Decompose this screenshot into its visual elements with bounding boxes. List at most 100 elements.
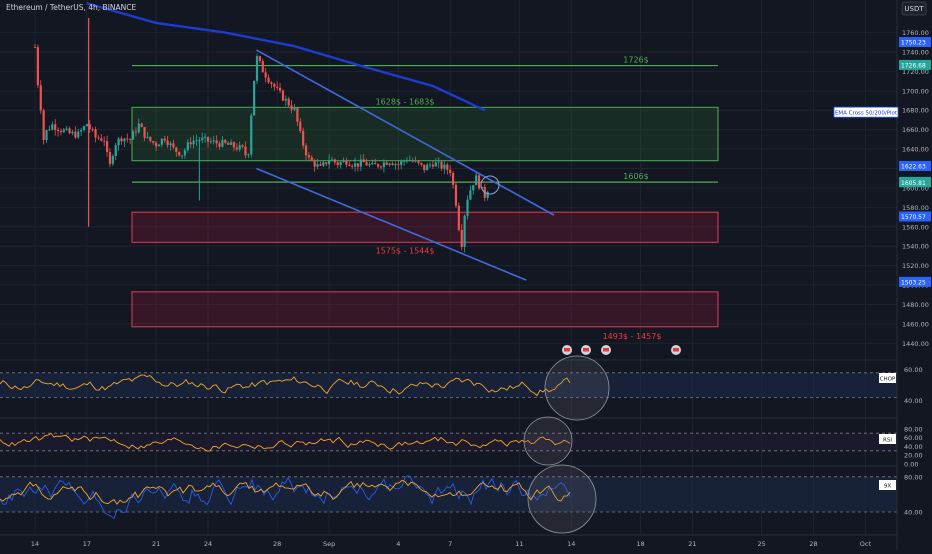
x-tick-label: 17 xyxy=(83,540,91,548)
candle-body xyxy=(454,184,458,206)
candle-body xyxy=(273,83,276,87)
candle-layer xyxy=(33,18,489,253)
candle-body xyxy=(97,137,100,139)
x-tick-label: 28 xyxy=(273,540,281,548)
candle-body xyxy=(140,123,143,128)
zone-label: 1575$ - 1544$ xyxy=(376,246,435,255)
event-badge-flag xyxy=(564,348,570,352)
osc-badge-text: CHOP xyxy=(880,377,896,383)
osc-y-tick: 80.00 xyxy=(904,473,923,481)
osc-y-tick: 60.00 xyxy=(904,434,923,442)
zone-box xyxy=(131,106,719,162)
osc-y-tick: 40.00 xyxy=(904,443,923,451)
osc-badge xyxy=(879,434,896,444)
candle-body xyxy=(175,147,178,152)
y-tick-label: 1460.00 xyxy=(902,320,929,328)
x-tick-label: 11 xyxy=(515,540,523,548)
osc-band xyxy=(0,476,897,512)
y-tick-label: 1680.00 xyxy=(902,107,929,115)
candle-body xyxy=(201,137,204,141)
candle-body xyxy=(408,160,411,162)
candle-body xyxy=(117,138,120,146)
candle-body xyxy=(178,151,181,156)
candle-body xyxy=(85,124,88,127)
candle-body xyxy=(437,161,440,163)
candle-body xyxy=(172,143,175,148)
candle-body xyxy=(209,141,212,143)
price-label-box xyxy=(899,276,931,287)
candle-body xyxy=(388,163,391,165)
currency-label: USDT xyxy=(904,5,924,13)
candle-body xyxy=(82,126,86,131)
candle-body xyxy=(114,145,117,157)
candle-body xyxy=(218,143,221,147)
candle-body xyxy=(477,175,481,189)
candle-body xyxy=(267,77,270,83)
candle-body xyxy=(215,140,218,144)
candle-body xyxy=(45,130,48,141)
x-tick-label: 18 xyxy=(636,540,644,548)
zone-label: 1493$ - 1457$ xyxy=(603,332,662,341)
candle-body xyxy=(316,164,319,167)
osc-highlight-circle xyxy=(527,464,597,534)
level-label: 1726$ xyxy=(623,56,648,65)
y-tick-label: 1580.00 xyxy=(902,204,929,212)
candle-body xyxy=(212,140,215,142)
channel-lower-line xyxy=(256,167,527,281)
candle-body xyxy=(244,146,247,156)
price-label-text: 1726.68 xyxy=(901,62,926,69)
candle-body xyxy=(391,163,394,166)
candle-body xyxy=(255,56,259,81)
currency-button[interactable] xyxy=(901,1,927,16)
candle-body xyxy=(227,142,230,145)
candle-body xyxy=(382,162,385,168)
x-tick-label: 21 xyxy=(152,540,160,548)
zone-box xyxy=(131,211,719,243)
candle-body xyxy=(377,164,380,167)
osc-y-tick: 60.00 xyxy=(904,366,923,374)
candle-body xyxy=(345,160,348,165)
candle-body xyxy=(250,115,253,155)
osc-y-tick: 40.00 xyxy=(904,509,923,517)
price-label-text: 1570.57 xyxy=(901,214,926,221)
indicator-tag xyxy=(833,106,899,118)
price-label-box xyxy=(899,59,931,70)
candle-body xyxy=(134,131,138,133)
candle-body xyxy=(160,138,163,145)
osc-line xyxy=(0,479,571,505)
x-tick-label: 7 xyxy=(448,540,452,548)
candle-body xyxy=(180,155,184,157)
candle-body xyxy=(475,175,478,186)
candle-body xyxy=(325,162,328,165)
osc-band xyxy=(0,372,897,398)
y-tick-label: 1520.00 xyxy=(902,262,929,270)
candle-body xyxy=(111,156,114,164)
candle-body xyxy=(261,61,264,73)
y-tick-label: 1760.00 xyxy=(902,29,929,37)
candle-body xyxy=(310,157,313,161)
zone-layer xyxy=(131,106,719,328)
candle-body xyxy=(434,162,437,167)
ema-line xyxy=(86,2,486,112)
candle-body xyxy=(290,105,293,110)
symbol-title: Ethereum / TetherUS, 4h, BINANCE xyxy=(6,3,137,12)
price-label-box xyxy=(899,177,931,188)
candle-body xyxy=(59,130,63,133)
highlight-circle xyxy=(480,175,500,195)
candle-body xyxy=(293,107,296,110)
candle-body xyxy=(232,142,236,148)
level-label: 1606$ xyxy=(623,172,648,181)
candle-body xyxy=(362,159,365,163)
candle-body xyxy=(299,121,302,131)
candle-body xyxy=(339,162,342,166)
candle-body xyxy=(241,145,244,147)
y-tick-label: 1700.00 xyxy=(902,87,929,95)
candle-body xyxy=(353,163,357,167)
candle-body xyxy=(278,87,282,91)
candle-body xyxy=(206,136,210,142)
candle-body xyxy=(313,160,316,167)
x-tick-label: 21 xyxy=(688,540,696,548)
candle-body xyxy=(169,143,172,146)
